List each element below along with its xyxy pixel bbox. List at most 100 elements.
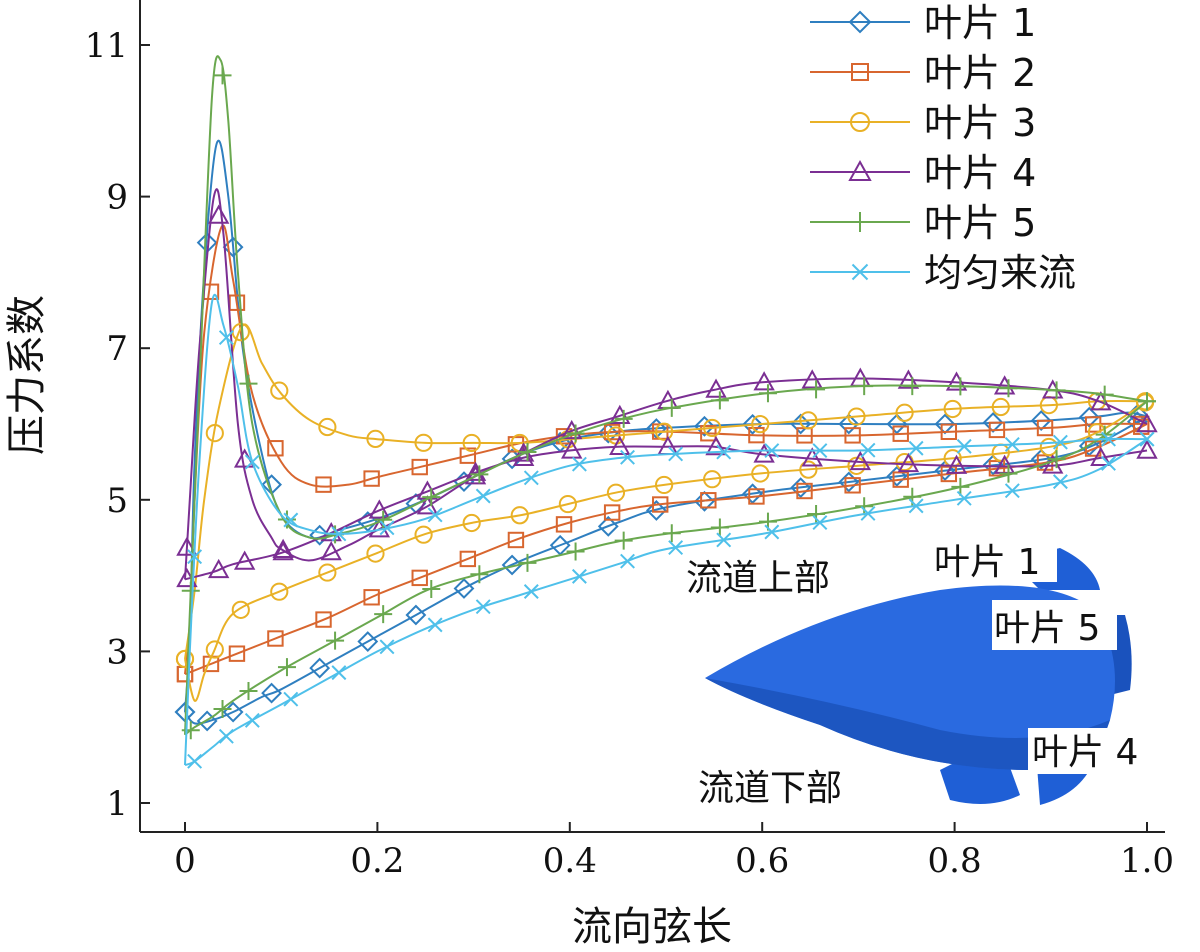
- data-point: [951, 477, 970, 496]
- data-point: [267, 440, 284, 457]
- series-line-upper: [184, 293, 1148, 766]
- data-point: [213, 700, 232, 719]
- data-point: [205, 423, 224, 443]
- data-point: [566, 424, 585, 443]
- inset-label-lower-channel: 流道下部: [698, 768, 842, 809]
- x-tick-label: 0.4: [543, 841, 597, 881]
- axes: [139, 0, 1165, 833]
- data-point: [838, 413, 860, 435]
- series-line-upper: [184, 224, 1148, 675]
- inset-label-blade-4: 叶片 4: [1032, 732, 1138, 773]
- data-point: [753, 371, 775, 391]
- data-point: [379, 520, 395, 536]
- data-point: [405, 604, 427, 626]
- data-point: [558, 494, 577, 514]
- data-point: [603, 423, 621, 441]
- data-point: [239, 681, 258, 700]
- data-point: [908, 440, 924, 456]
- legend-item: 叶片 1: [810, 1, 1036, 45]
- data-point: [614, 409, 633, 428]
- data-point: [951, 377, 970, 396]
- data-point: [807, 380, 826, 399]
- data-point: [318, 563, 337, 582]
- x-tick-label: 0.6: [735, 841, 789, 881]
- data-point: [1136, 412, 1158, 433]
- data-point: [331, 665, 347, 681]
- data-point: [908, 498, 924, 514]
- data-point: [453, 578, 475, 599]
- data-point: [597, 422, 619, 444]
- data-point: [1047, 450, 1066, 469]
- data-point: [571, 568, 587, 584]
- data-point: [945, 454, 968, 474]
- data-point: [982, 412, 1004, 433]
- data-point: [620, 553, 635, 569]
- x-tick-label: 1.0: [1120, 841, 1174, 881]
- legend-item: 叶片 2: [810, 51, 1036, 95]
- data-point: [507, 531, 525, 549]
- data-point: [614, 531, 633, 550]
- data-point: [233, 550, 256, 570]
- data-point: [705, 435, 727, 456]
- data-point: [855, 497, 874, 516]
- data-point: [571, 456, 587, 472]
- data-point: [652, 496, 669, 513]
- data-point: [1047, 381, 1066, 400]
- data-point: [603, 504, 621, 521]
- data-point: [1139, 431, 1155, 447]
- data-point: [848, 10, 872, 34]
- data-point: [848, 159, 872, 181]
- data-point: [459, 447, 477, 464]
- data-point: [181, 581, 200, 600]
- data-point: [1095, 385, 1114, 404]
- data-point: [555, 516, 573, 533]
- legend-label: 叶片 1: [924, 1, 1036, 45]
- ticks: 0 0.2 0.4 0.6 0.8 1.0 1 3 5 7 9 11: [85, 26, 1174, 881]
- data-point: [700, 492, 717, 509]
- data-point: [801, 369, 823, 389]
- data-point: [1090, 446, 1112, 467]
- data-point: [267, 630, 284, 647]
- data-point: [411, 458, 428, 476]
- data-point: [751, 464, 770, 483]
- data-point: [518, 553, 537, 572]
- data-point: [850, 212, 870, 232]
- data-point: [218, 728, 234, 744]
- data-point: [662, 524, 681, 543]
- data-point: [518, 443, 537, 462]
- data-point: [1078, 406, 1100, 428]
- data-point: [609, 435, 631, 455]
- data-point: [231, 600, 250, 619]
- data-point: [999, 379, 1018, 398]
- data-point: [366, 429, 385, 449]
- data-point: [956, 438, 972, 454]
- data-point: [213, 66, 232, 85]
- data-point: [244, 454, 260, 470]
- data-point: [462, 433, 481, 453]
- data-point: [374, 605, 393, 624]
- series-layer: [174, 55, 1158, 769]
- data-point: [988, 460, 1006, 477]
- series-line-upper: [184, 323, 1148, 660]
- series-line-upper: [184, 188, 1148, 580]
- data-point: [501, 554, 523, 576]
- data-point: [654, 422, 674, 441]
- data-point: [561, 439, 583, 459]
- data-point: [710, 391, 729, 410]
- data-point: [849, 450, 872, 471]
- data-point: [176, 536, 198, 556]
- data-point: [475, 599, 491, 615]
- data-point: [414, 525, 433, 544]
- data-point: [1138, 392, 1156, 411]
- data-point: [277, 658, 296, 677]
- y-tick-label: 1: [106, 784, 128, 824]
- data-point: [940, 423, 958, 441]
- data-point: [716, 444, 732, 460]
- legend-item: 叶片 5: [810, 201, 1036, 245]
- data-point: [422, 488, 441, 507]
- data-point: [850, 112, 870, 132]
- data-point: [207, 204, 230, 224]
- data-point: [411, 569, 428, 587]
- legend-item: 叶片 4: [810, 151, 1036, 195]
- projectile-shading: [705, 678, 1110, 770]
